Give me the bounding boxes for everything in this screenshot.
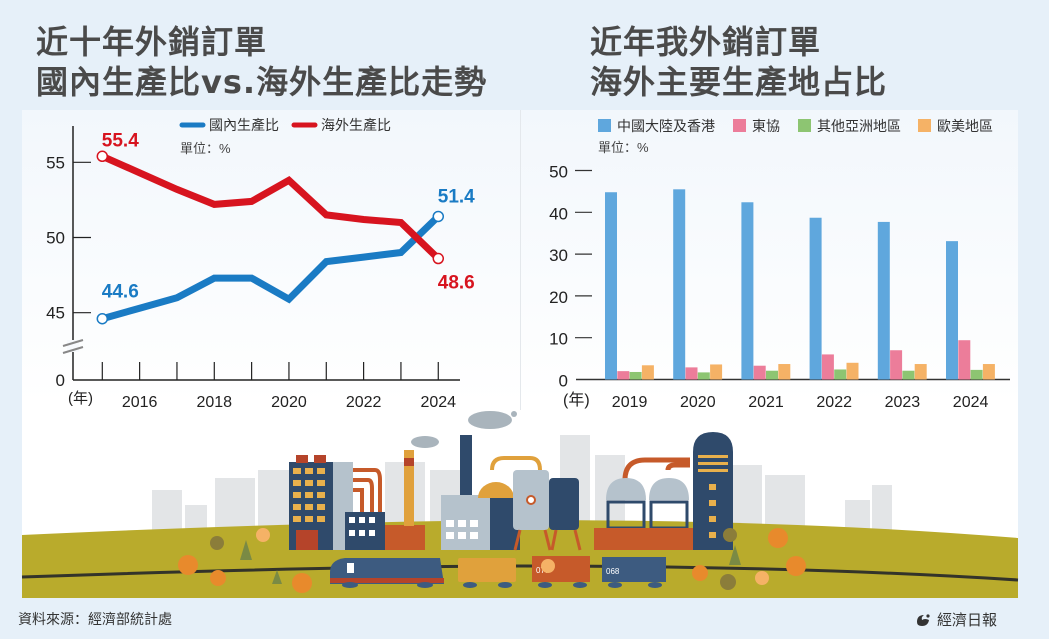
- legend-swatch: [918, 119, 931, 132]
- bar-2019-series-3: [641, 365, 654, 380]
- y-tick-label: 30: [549, 246, 568, 265]
- line-chart-title-line-1: 近十年外銷訂單: [36, 23, 268, 61]
- y-tick-label: 0: [559, 372, 568, 391]
- legend-swatch: [733, 119, 746, 132]
- bar-2021-series-0: [741, 202, 754, 380]
- bar-2023-series-2: [902, 370, 915, 380]
- data-label: 51.4: [438, 186, 475, 207]
- bar-2023-series-0: [877, 221, 890, 380]
- bar-2020-series-1: [685, 367, 698, 380]
- office-building: [289, 455, 353, 550]
- publisher-brand: 經濟日報: [915, 609, 997, 630]
- legend-label: 中國大陸及香港: [617, 118, 715, 134]
- trees: [178, 528, 806, 593]
- udn-logo-icon: [916, 613, 930, 626]
- series-line-domestic: [101, 213, 441, 323]
- bar-2019-series-2: [629, 371, 642, 380]
- x-tick-label: 2024: [420, 394, 456, 411]
- x-tick-label: 2024: [953, 394, 989, 411]
- bar-2024-series-3: [982, 364, 995, 380]
- bar-chart-title-line-2: 海外主要生產地占比: [590, 63, 888, 101]
- storage-tanks: [513, 470, 582, 551]
- bar-2023-series-1: [890, 350, 903, 380]
- axis-break-mark: [62, 346, 84, 354]
- factory-block-left: [345, 450, 425, 550]
- legend-label: 國內生產比: [209, 117, 279, 133]
- data-label: 55.4: [102, 130, 139, 151]
- bar-2022-series-1: [821, 354, 834, 380]
- bar-2021-series-2: [766, 370, 778, 380]
- x-tick-label: 2022: [346, 394, 382, 411]
- line-chart-x-axis-label: (年): [68, 390, 93, 407]
- bar-2022-series-3: [846, 362, 859, 380]
- axis-break-mark: [62, 339, 84, 347]
- legend-swatch: [598, 119, 611, 132]
- legend-label: 海外生產比: [321, 117, 391, 133]
- bar-2020-series-3: [710, 364, 723, 380]
- bar-2020-series-2: [697, 372, 710, 380]
- bar-2024-series-1: [958, 340, 971, 380]
- y-tick-label: 55: [46, 153, 65, 172]
- endpoint-marker: [96, 150, 109, 163]
- endpoint-marker: [96, 312, 109, 325]
- x-tick-label: 2021: [748, 394, 784, 411]
- legend-label: 歐美地區: [937, 118, 993, 134]
- bar-chart-legend: 中國大陸及香港 東協 其他亞洲地區 歐美地區: [598, 118, 993, 134]
- x-tick-label: 2018: [196, 394, 232, 411]
- x-tick-label: 2022: [816, 394, 852, 411]
- smoke-clouds: [411, 411, 517, 448]
- bar-chart-title: 近年我外銷訂單 海外主要生產地占比: [590, 22, 887, 102]
- line-chart-title: 近十年外銷訂單 國內生產比vs.海外生產比走勢: [36, 22, 487, 102]
- x-tick-label: 2016: [122, 394, 158, 411]
- y-tick-label: 20: [549, 288, 568, 307]
- train: 077 068: [330, 556, 666, 588]
- y-tick-label: 10: [549, 330, 568, 349]
- y-tick-label: 50: [549, 163, 568, 182]
- bar-2019-series-0: [605, 192, 617, 380]
- legend-label: 其他亞洲地區: [817, 118, 901, 134]
- bar-2024-series-2: [970, 369, 983, 380]
- line-chart-title-line-2: 國內生產比vs.海外生產比走勢: [36, 63, 488, 101]
- legend-swatch: [798, 119, 811, 132]
- data-source: 資料來源：經濟部統計處: [18, 612, 172, 628]
- line-chart-legend: 國內生產比 海外生產比: [179, 117, 391, 133]
- endpoint-marker: [432, 252, 445, 265]
- pipes-left: [353, 468, 382, 512]
- bar-chart-unit-label: 單位：%: [598, 140, 649, 155]
- bar-chart-x-axis-label: (年): [563, 391, 590, 409]
- bar-2021-series-3: [778, 364, 791, 380]
- y-tick-label: 50: [46, 229, 65, 248]
- bar-2021-series-1: [753, 365, 766, 380]
- bar-2022-series-0: [809, 217, 822, 380]
- silo-plant: [594, 432, 733, 550]
- x-tick-label: 2020: [271, 394, 307, 411]
- data-label: 44.6: [102, 282, 139, 303]
- bar-chart-title-line-1: 近年我外銷訂單: [590, 23, 822, 61]
- y-tick-label: 0: [56, 371, 65, 390]
- bar-2024-series-0: [946, 241, 958, 380]
- x-tick-label: 2020: [680, 394, 716, 411]
- brand-name: 經濟日報: [936, 611, 997, 629]
- y-tick-label: 45: [46, 304, 65, 323]
- x-tick-label: 2023: [885, 394, 921, 411]
- endpoint-marker: [432, 210, 445, 223]
- line-chart-series: 44.6 51.4 55.4 48.6: [96, 130, 475, 325]
- bar-2020-series-0: [673, 189, 686, 380]
- bar-2022-series-2: [834, 369, 847, 380]
- legend-label: 東協: [752, 118, 780, 134]
- line-chart-unit-label: 單位：%: [180, 141, 231, 156]
- line-chart-axes: 0 45 50 55 2016 2018 2020 2022 2024: [46, 126, 460, 411]
- freight-car-number-068: 068: [606, 567, 620, 576]
- panel-divider: [520, 110, 521, 410]
- series-line-overseas: [100, 153, 441, 262]
- x-tick-label: 2019: [612, 394, 648, 411]
- bar-2019-series-1: [617, 371, 630, 380]
- bar-chart-bars: [605, 189, 995, 380]
- data-label: 48.6: [438, 273, 475, 294]
- y-tick-label: 40: [549, 204, 568, 223]
- bar-2023-series-3: [914, 364, 927, 380]
